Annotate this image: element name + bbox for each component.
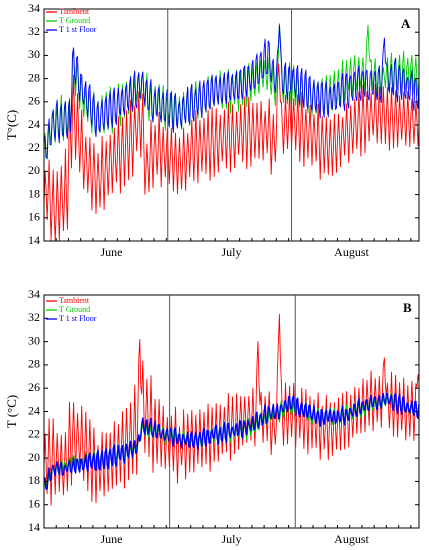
legend-entry-label: T Ground [59,16,90,25]
legend-entry-label: Tambient [59,296,90,305]
panel-a: 14 16 18 20 22 24 26 28 30 32 34 June July August T°… [4,1,420,259]
y-tick-label: 30 [28,333,40,347]
panel-b-y-axis: 14 16 18 20 22 24 26 28 30 32 34 [28,287,419,534]
series-line-tambient [43,314,420,506]
y-tick-label: 34 [28,1,40,15]
x-tick-label-august: August [334,245,369,259]
x-tick-label-june: June [101,532,123,546]
panel-a-month-separators [167,9,292,241]
y-tick-label: 26 [28,380,40,394]
y-tick-label: 16 [28,496,40,510]
series-line-t-1-st-floor [43,392,420,490]
y-tick-label: 18 [28,473,40,487]
y-tick-label: 26 [28,94,40,108]
y-tick-label: 22 [28,427,40,441]
panel-b-frame [43,294,420,529]
y-tick-label: 16 [28,210,40,224]
legend-entry-label: Tambient [59,7,90,16]
x-tick-label-august: August [334,532,369,546]
panel-a-series [43,23,420,242]
x-tick-label-july: July [221,532,241,546]
y-tick-label: 24 [28,117,40,131]
x-tick-label-june: June [101,245,123,259]
y-tick-label: 22 [28,140,40,154]
y-tick-label: 14 [28,520,40,534]
y-tick-label: 32 [28,310,40,324]
y-tick-label: 14 [28,233,40,247]
y-tick-label: 30 [28,47,40,61]
panel-a-label: A [401,16,411,31]
panel-b-label: B [403,300,412,315]
y-tick-label: 32 [28,24,40,38]
panel-b-x-axis: June July August [43,525,412,546]
legend-entry-label: T Ground [59,305,90,314]
y-tick-label: 20 [28,450,40,464]
panel-a-x-axis: June July August [43,238,412,259]
panel-b: 14 16 18 20 22 24 26 28 30 32 34 June July August T … [4,287,420,546]
panel-b-series [43,314,420,506]
y-tick-label: 34 [28,287,40,301]
legend-entry-label: T 1 st Floor [59,314,97,323]
series-line-t-1-st-floor [43,24,420,159]
panel-b-month-separators [169,295,296,528]
y-tick-label: 28 [28,357,40,371]
panel-a-y-axis: 14 16 18 20 22 24 26 28 30 32 34 [28,1,419,247]
panel-b-y-axis-label: T (°C) [4,395,19,428]
y-tick-label: 20 [28,163,40,177]
y-tick-label: 18 [28,186,40,200]
panel-a-y-axis-label: T°(C) [4,110,19,140]
x-tick-label-july: July [221,245,241,259]
series-line-tambient [43,63,420,242]
legend-entry-label: T 1 st Floor [59,25,97,34]
y-tick-label: 28 [28,70,40,84]
y-tick-label: 24 [28,403,40,417]
